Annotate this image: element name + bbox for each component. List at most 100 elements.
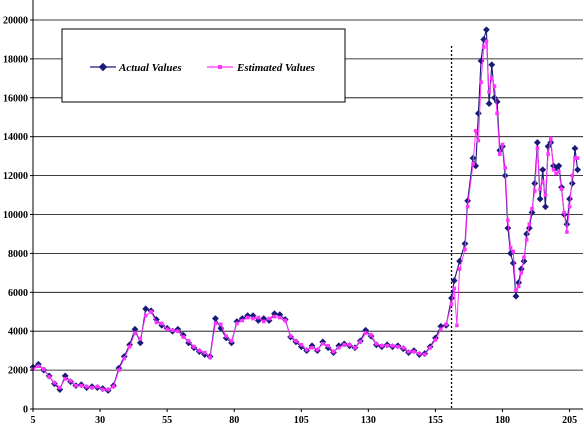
data-point xyxy=(217,324,225,332)
y-tick-label: 16000 xyxy=(3,93,28,104)
x-tick-label: 105 xyxy=(294,415,309,424)
data-point xyxy=(228,339,235,347)
data-point xyxy=(432,334,439,342)
y-tick-label: 12000 xyxy=(3,171,28,182)
data-point xyxy=(485,100,493,108)
data-point xyxy=(251,316,255,321)
data-point xyxy=(406,349,411,354)
data-point xyxy=(294,339,298,343)
y-tick-label: 8000 xyxy=(8,249,28,260)
data-point xyxy=(186,339,191,343)
data-point xyxy=(476,138,481,143)
data-point xyxy=(559,187,564,192)
y-tick-label: 4000 xyxy=(8,327,28,338)
data-point xyxy=(448,294,455,302)
data-point xyxy=(202,350,207,355)
data-point xyxy=(304,347,309,352)
x-tick-label: 205 xyxy=(562,415,577,424)
data-point xyxy=(479,80,483,85)
data-point xyxy=(396,344,400,349)
data-point xyxy=(412,349,416,354)
data-point xyxy=(213,321,218,326)
x-tick-label: 80 xyxy=(229,415,239,424)
data-point xyxy=(320,342,325,346)
x-tick-label: 180 xyxy=(495,415,510,424)
data-point xyxy=(106,387,110,392)
x-tick-labels: 5 30 55 80 105 130 155 180 205 xyxy=(31,415,578,424)
data-point xyxy=(555,162,563,170)
data-point xyxy=(197,348,202,353)
data-point xyxy=(422,352,427,357)
data-point xyxy=(154,320,159,325)
data-point xyxy=(117,368,121,372)
data-point xyxy=(574,166,582,174)
data-point xyxy=(450,277,458,285)
series-line xyxy=(32,41,578,391)
data-point xyxy=(535,146,540,151)
data-point xyxy=(474,109,482,117)
data-point xyxy=(444,322,448,327)
data-point xyxy=(512,292,520,300)
data-point xyxy=(471,162,475,166)
data-point xyxy=(326,343,330,348)
x-tick-label: 130 xyxy=(361,415,376,424)
data-point xyxy=(477,57,485,65)
data-point xyxy=(571,144,579,152)
data-point xyxy=(288,334,293,338)
data-point xyxy=(229,339,234,343)
data-point xyxy=(315,347,320,352)
data-point xyxy=(533,139,541,146)
data-point xyxy=(465,204,470,209)
data-point xyxy=(539,166,547,174)
data-point xyxy=(527,222,532,227)
data-point xyxy=(111,384,116,389)
data-point xyxy=(36,364,41,369)
data-point xyxy=(472,162,480,170)
data-point xyxy=(557,169,561,174)
data-point xyxy=(379,343,384,348)
data-point xyxy=(514,288,518,293)
data-point xyxy=(358,340,363,344)
data-point xyxy=(219,322,223,327)
data-point xyxy=(310,345,314,350)
data-point xyxy=(488,61,496,69)
data-point xyxy=(222,334,230,342)
data-point xyxy=(519,271,524,275)
data-point xyxy=(342,343,347,347)
data-point xyxy=(543,193,548,197)
data-point xyxy=(192,344,196,349)
data-point xyxy=(41,367,46,371)
series-group xyxy=(29,26,582,394)
data-point xyxy=(52,380,57,385)
data-point xyxy=(530,206,534,211)
data-point xyxy=(149,309,153,314)
data-point xyxy=(142,305,150,313)
data-point xyxy=(47,375,51,379)
data-point xyxy=(337,345,341,350)
data-point xyxy=(100,387,105,392)
data-point xyxy=(347,343,352,347)
data-point xyxy=(542,203,549,211)
data-point xyxy=(363,331,368,335)
y-tick-label: 2000 xyxy=(8,366,28,377)
data-point xyxy=(324,344,332,352)
data-point xyxy=(235,321,239,326)
data-point xyxy=(516,284,521,289)
data-point xyxy=(122,356,127,361)
data-point xyxy=(549,136,553,141)
data-point xyxy=(240,318,245,323)
data-point xyxy=(495,111,499,116)
series-estimated xyxy=(31,39,580,392)
data-point xyxy=(272,314,277,319)
data-point xyxy=(133,331,137,335)
data-point xyxy=(525,224,533,232)
data-point xyxy=(256,315,261,320)
legend-label-actual: Actual Values xyxy=(118,62,182,74)
data-point xyxy=(452,286,457,291)
data-point xyxy=(562,210,567,215)
data-point xyxy=(506,218,510,223)
data-point xyxy=(498,152,502,157)
data-point xyxy=(238,315,246,322)
data-point xyxy=(208,355,212,360)
